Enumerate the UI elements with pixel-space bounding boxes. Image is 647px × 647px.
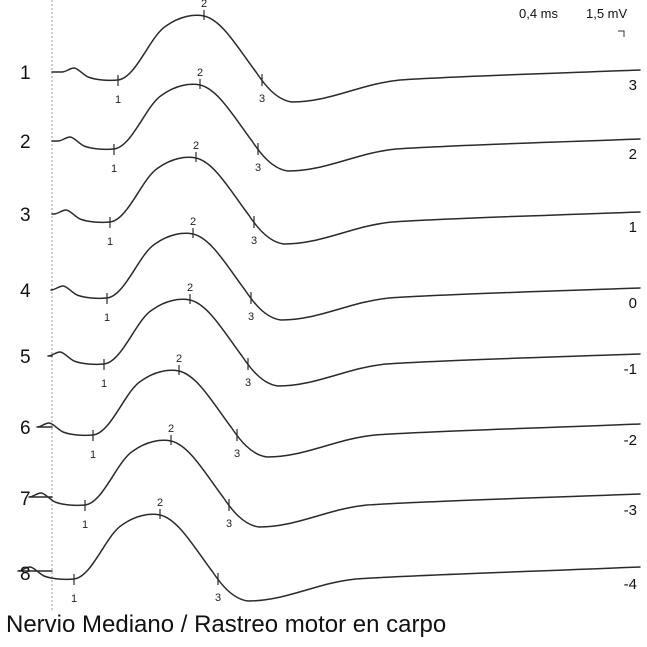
trace-number-label: 3: [20, 205, 31, 226]
trace-number-label: 5: [20, 347, 31, 368]
trace-number-label: 8: [20, 564, 31, 585]
scale-corner-icon: [618, 30, 625, 37]
trace-line: [47, 298, 641, 387]
marker-1-label: 1: [107, 236, 113, 248]
marker-1-label: 1: [71, 593, 77, 605]
trace-line: [51, 156, 641, 245]
trace-line: [51, 14, 641, 103]
marker-1-label: 1: [104, 312, 110, 324]
trace-number-label: 7: [20, 489, 31, 510]
marker-3-label: 3: [248, 311, 254, 323]
traces-group: 1 2 3 1 3 1 2 3 2 2 1 2 3 3 1 1 2 3 4 0 1 2 3 5 -1 1 2 3 6 -2 1 2 3 7 -3 1 2…: [17, 0, 641, 605]
trace-line: [17, 513, 641, 602]
trace-line: [36, 369, 641, 458]
trace-offset-label: -3: [624, 502, 637, 519]
marker-1-label: 1: [90, 449, 96, 461]
marker-2-label: 2: [168, 423, 174, 435]
trace-offset-label: 2: [629, 146, 637, 163]
trace-offset-label: -1: [624, 361, 637, 378]
marker-2-label: 2: [197, 67, 203, 79]
marker-1-label: 1: [111, 163, 117, 175]
marker-3-label: 3: [234, 448, 240, 460]
marker-3-label: 3: [215, 592, 221, 604]
marker-3-label: 3: [259, 93, 265, 105]
marker-2-label: 2: [157, 497, 163, 509]
trace-number-label: 4: [20, 281, 31, 302]
trace-line: [28, 439, 641, 528]
marker-2-label: 2: [201, 0, 207, 10]
marker-2-label: 2: [176, 353, 182, 365]
trace-line: [50, 232, 641, 321]
marker-1-label: 1: [82, 519, 88, 531]
trace-number-label: 6: [20, 418, 31, 439]
trace-offset-label: 0: [629, 295, 637, 312]
marker-3-label: 3: [245, 377, 251, 389]
trace-number-label: 1: [20, 63, 31, 84]
marker-3-label: 3: [226, 518, 232, 530]
marker-3-label: 3: [251, 235, 257, 247]
trace-line: [51, 83, 641, 172]
marker-2-label: 2: [187, 282, 193, 294]
trace-offset-label: -2: [624, 432, 637, 449]
marker-2-label: 2: [190, 216, 196, 228]
trace-offset-label: -4: [624, 576, 637, 593]
scale-amplitude-label: 1,5 mV: [586, 6, 628, 21]
trace-offset-label: 3: [629, 77, 637, 94]
scale-time-label: 0,4 ms: [519, 6, 559, 21]
marker-2-label: 2: [193, 140, 199, 152]
chart-title: Nervio Mediano / Rastreo motor en carpo: [6, 611, 447, 638]
trace-number-label: 2: [20, 132, 31, 153]
trace-offset-label: 1: [629, 219, 637, 236]
marker-1-label: 1: [115, 94, 121, 106]
marker-3-label: 3: [255, 162, 261, 174]
marker-1-label: 1: [101, 378, 107, 390]
